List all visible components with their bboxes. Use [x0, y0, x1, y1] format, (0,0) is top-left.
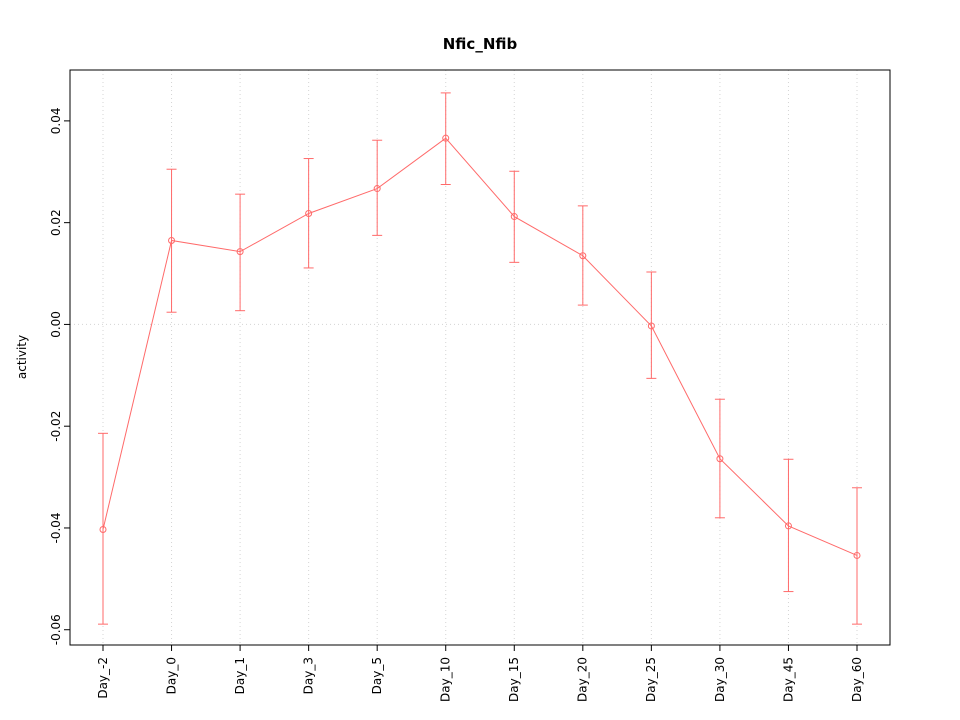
- x-tick-label: Day_25: [644, 657, 658, 702]
- series-line: [102, 137, 858, 556]
- x-tick-label: Day_60: [850, 657, 864, 702]
- x-tick-label: Day_1: [233, 657, 247, 694]
- chart-title: Nfic_Nfib: [442, 35, 518, 53]
- x-tick-label: Day_30: [713, 657, 727, 702]
- x-tick-label: Day_5: [370, 657, 384, 694]
- data-point: [305, 209, 313, 217]
- y-tick-label: -0.06: [49, 614, 63, 645]
- data-point: [716, 455, 724, 463]
- x-tick-label: Day_0: [164, 657, 178, 694]
- data-point: [442, 134, 450, 142]
- x-tick-label: Day_-2: [96, 657, 110, 699]
- data-point: [168, 236, 176, 244]
- y-tick-label: -0.02: [49, 411, 63, 442]
- data-point: [784, 522, 792, 530]
- data-point: [647, 322, 655, 330]
- data-point: [510, 213, 518, 221]
- data-point: [236, 248, 244, 256]
- x-tick-label: Day_15: [507, 657, 521, 702]
- y-tick-label: -0.04: [49, 512, 63, 543]
- x-tick-label: Day_45: [781, 657, 795, 702]
- data-point: [579, 252, 587, 260]
- y-tick-label: 0.00: [49, 311, 63, 338]
- data-point: [373, 185, 381, 193]
- y-axis-label: activity: [15, 334, 29, 380]
- data-point: [853, 551, 861, 559]
- x-tick-label: Day_20: [576, 657, 590, 702]
- x-tick-label: Day_3: [301, 657, 315, 694]
- data-point: [99, 525, 107, 533]
- x-tick-label: Day_10: [439, 657, 453, 702]
- y-tick-label: 0.02: [49, 209, 63, 236]
- y-tick-label: 0.04: [49, 108, 63, 135]
- plot-border: [69, 69, 891, 646]
